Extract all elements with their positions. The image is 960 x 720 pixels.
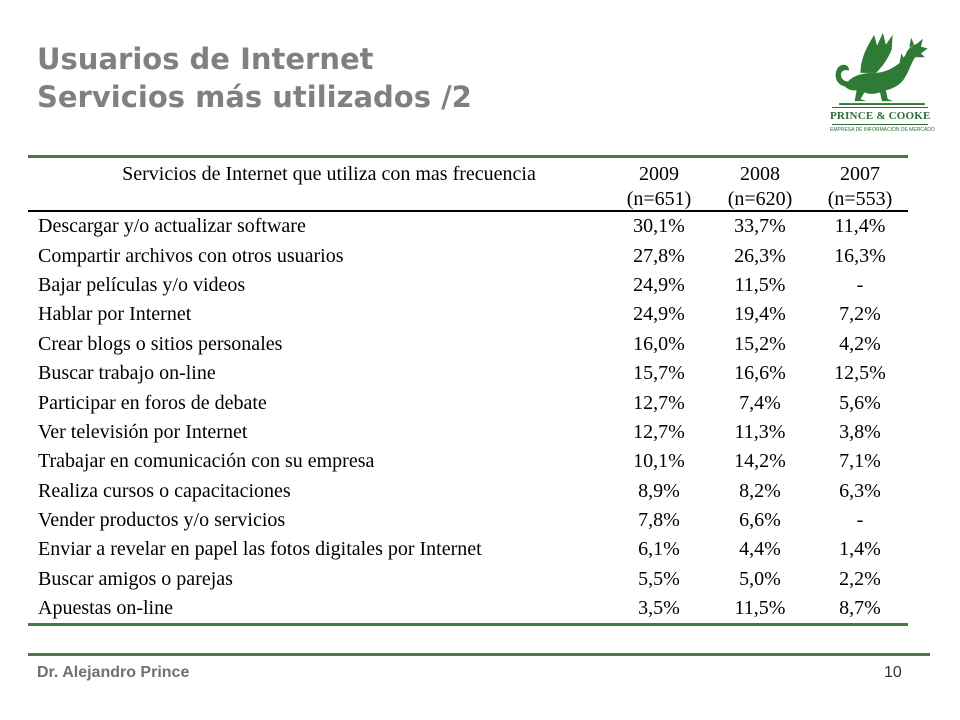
value-2008: 33,7%: [734, 215, 786, 238]
value-2007: 3,8%: [839, 420, 881, 443]
header-col-2008: 2008 (n=620): [708, 158, 812, 210]
value-2007: -: [856, 509, 864, 532]
header-year: 2009: [639, 163, 679, 185]
value-2008: 11,3%: [734, 420, 786, 443]
header-year: 2008: [740, 163, 780, 185]
value-2008: 5,0%: [739, 567, 781, 590]
table-row: Buscar trabajo on-line 15,7% 16,6% 12,5%: [28, 359, 908, 388]
header-col-2007: 2007 (n=553): [812, 158, 908, 210]
table-row: Hablar por Internet 24,9% 19,4% 7,2%: [28, 300, 908, 329]
value-2007: 6,3%: [839, 479, 881, 502]
value-2009: 5,5%: [638, 567, 680, 590]
table-row: Apuestas on-line 3,5% 11,5% 8,7%: [28, 594, 908, 623]
row-label: Ver televisión por Internet: [38, 420, 248, 443]
value-2009: 6,1%: [638, 538, 680, 561]
header-col-2009: 2009 (n=651): [610, 158, 708, 210]
value-2009: 8,9%: [638, 479, 680, 502]
footer-divider: [28, 653, 930, 656]
footer-author: Dr. Alejandro Prince: [37, 664, 190, 681]
table-row: Bajar películas y/o videos 24,9% 11,5% -: [28, 271, 908, 300]
header-sample: (n=651): [626, 188, 692, 210]
value-2008: 15,2%: [734, 332, 786, 355]
company-logo: PRINCE & COOKE EMPRESA DE INFORMACIÓN DE…: [830, 30, 935, 134]
row-label: Buscar amigos o parejas: [38, 567, 233, 590]
row-label: Crear blogs o sitios personales: [38, 332, 283, 355]
header-sample: (n=620): [727, 188, 793, 210]
value-2009: 24,9%: [633, 303, 685, 326]
value-2007: 7,2%: [839, 303, 881, 326]
value-2009: 12,7%: [633, 420, 685, 443]
value-2009: 7,8%: [638, 509, 680, 532]
table-header: Servicios de Internet que utiliza con ma…: [28, 158, 908, 212]
row-label: Bajar películas y/o videos: [38, 273, 246, 296]
value-2008: 19,4%: [734, 303, 786, 326]
logo-divider: [832, 124, 928, 125]
value-2008: 4,4%: [739, 538, 781, 561]
slide-title: Usuarios de Internet Servicios más utili…: [37, 40, 472, 116]
table-row: Buscar amigos o parejas 5,5% 5,0% 2,2%: [28, 565, 908, 594]
value-2007: 12,5%: [834, 362, 886, 385]
dragon-icon: [835, 32, 928, 106]
value-2008: 6,6%: [739, 509, 781, 532]
value-2009: 27,8%: [633, 244, 685, 267]
value-2008: 14,2%: [734, 450, 786, 473]
row-label: Trabajar en comunicación con su empresa: [38, 450, 375, 473]
services-table: Servicios de Internet que utiliza con ma…: [28, 155, 908, 627]
value-2009: 10,1%: [633, 450, 685, 473]
row-label: Buscar trabajo on-line: [38, 362, 216, 385]
row-label: Compartir archivos con otros usuarios: [38, 244, 344, 267]
table-body: Descargar y/o actualizar software 30,1% 33…: [28, 212, 908, 623]
table-row: Crear blogs o sitios personales 16,0% 15,2…: [28, 330, 908, 359]
value-2007: 4,2%: [839, 332, 881, 355]
value-2009: 3,5%: [638, 597, 680, 620]
value-2009: 15,7%: [633, 362, 685, 385]
row-label: Apuestas on-line: [38, 597, 173, 620]
value-2009: 24,9%: [633, 273, 685, 296]
value-2008: 8,2%: [739, 479, 781, 502]
value-2008: 16,6%: [734, 362, 786, 385]
value-2008: 11,5%: [734, 273, 786, 296]
value-2007: 11,4%: [834, 215, 886, 238]
table-row: Enviar a revelar en papel las fotos digi…: [28, 535, 908, 564]
title-line-1: Usuarios de Internet: [37, 42, 374, 76]
table-row: Trabajar en comunicación con su empresa 1…: [28, 447, 908, 476]
row-label: Vender productos y/o servicios: [38, 509, 286, 532]
table-row: Ver televisión por Internet 12,7% 11,3% 3,8…: [28, 418, 908, 447]
value-2009: 16,0%: [633, 332, 685, 355]
table-row: Descargar y/o actualizar software 30,1% 33…: [28, 212, 908, 241]
value-2008: 7,4%: [739, 391, 781, 414]
value-2007: -: [856, 273, 864, 296]
value-2007: 1,4%: [839, 538, 881, 561]
value-2007: 16,3%: [834, 244, 886, 267]
table-row: Realiza cursos o capacitaciones 8,9% 8,2% 6…: [28, 477, 908, 506]
value-2008: 11,5%: [734, 597, 786, 620]
page-number: 10: [884, 664, 902, 681]
logo-tagline: EMPRESA DE INFORMACIÓN DE MERCADO: [830, 127, 935, 133]
value-2007: 8,7%: [839, 597, 881, 620]
value-2009: 12,7%: [633, 391, 685, 414]
row-label: Descargar y/o actualizar software: [38, 215, 306, 238]
row-label: Realiza cursos o capacitaciones: [38, 479, 291, 502]
value-2009: 30,1%: [633, 215, 685, 238]
logo-brand: PRINCE & COOKE: [830, 110, 931, 122]
title-line-2: Servicios más utilizados /2: [37, 80, 472, 114]
value-2007: 5,6%: [839, 391, 881, 414]
header-label: Servicios de Internet que utiliza con ma…: [122, 163, 536, 185]
logo-divider: [832, 107, 928, 108]
row-label: Hablar por Internet: [38, 303, 192, 326]
value-2007: 7,1%: [839, 450, 881, 473]
table-row: Participar en foros de debate 12,7% 7,4% 5,…: [28, 388, 908, 417]
row-label: Enviar a revelar en papel las fotos digi…: [38, 538, 482, 561]
header-year: 2007: [840, 163, 880, 185]
value-2007: 2,2%: [839, 567, 881, 590]
value-2008: 26,3%: [734, 244, 786, 267]
table-row: Compartir archivos con otros usuarios 27,…: [28, 241, 908, 270]
table-row: Vender productos y/o servicios 7,8% 6,6% -: [28, 506, 908, 535]
row-label: Participar en foros de debate: [38, 391, 267, 414]
header-sample: (n=553): [827, 188, 893, 210]
